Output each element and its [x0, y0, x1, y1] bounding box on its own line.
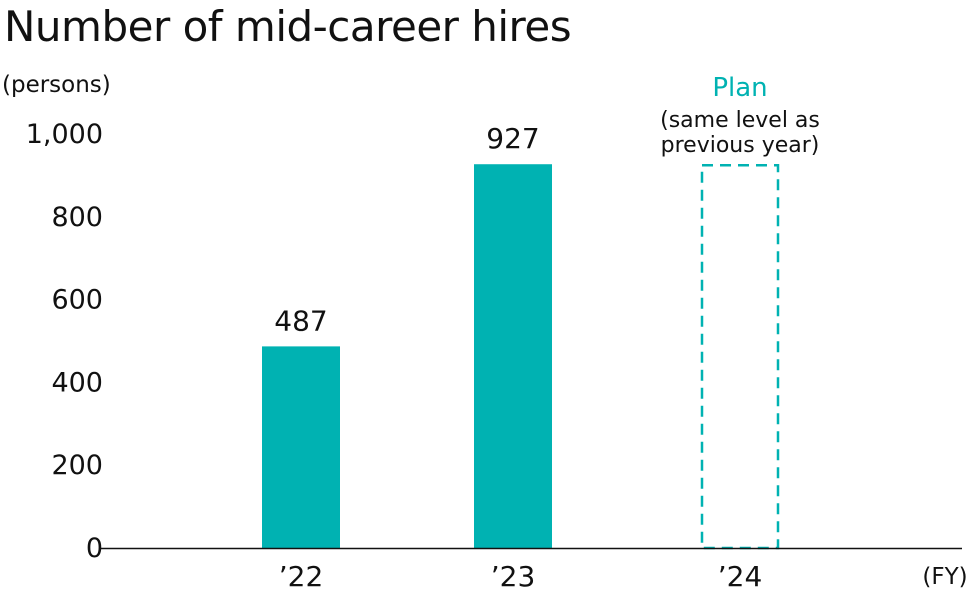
- x-tick-label: ’23: [491, 560, 536, 593]
- plan-annotation-line: (same level as: [660, 108, 820, 133]
- bars: [262, 163, 780, 550]
- data-labels: 487 927: [274, 122, 539, 337]
- y-tick-label: 1,000: [26, 119, 103, 150]
- bar-value-label: 927: [486, 122, 539, 155]
- bar: [474, 164, 552, 549]
- x-axis-unit-label: (FY): [922, 564, 967, 590]
- y-tick-label: 0: [86, 533, 103, 564]
- x-tick-label: ’24: [718, 560, 763, 593]
- plan-annotation-title: Plan: [712, 73, 767, 103]
- y-axis-ticks: 0 200 400 600 800 1,000: [26, 119, 103, 564]
- planned-bar: [700, 163, 780, 550]
- bar-value-label: 487: [274, 304, 327, 337]
- x-tick-label: ’22: [279, 560, 324, 593]
- bar: [262, 346, 340, 548]
- y-tick-label: 400: [51, 367, 103, 398]
- y-tick-label: 800: [51, 202, 103, 233]
- y-axis-unit-label: (persons): [2, 72, 111, 98]
- y-tick-label: 600: [51, 285, 103, 316]
- x-axis-ticks: ’22 ’23 ’24: [279, 560, 763, 593]
- y-tick-label: 200: [51, 450, 103, 481]
- plan-annotation-line: previous year): [661, 133, 820, 158]
- chart-title: Number of mid-career hires: [4, 2, 572, 51]
